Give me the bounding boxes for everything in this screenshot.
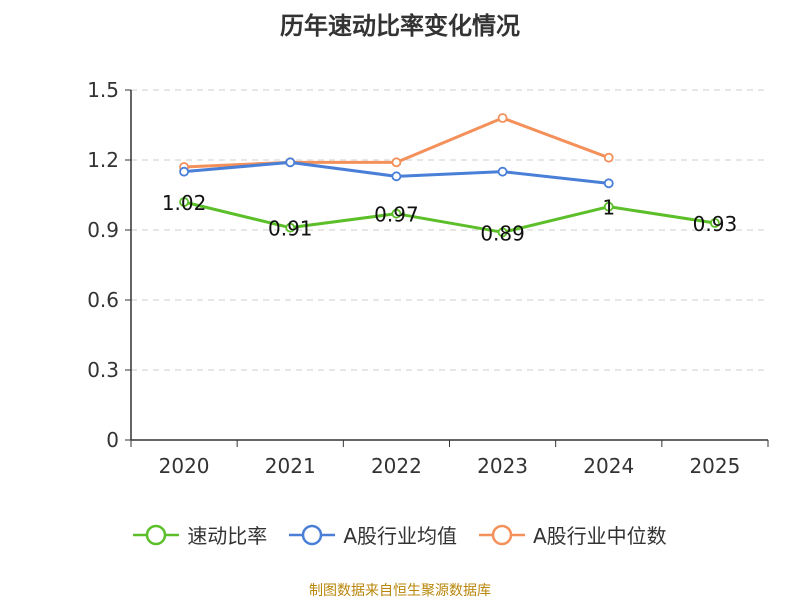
data-point-2	[603, 152, 614, 163]
y-tick-label: 1.5	[87, 78, 119, 102]
data-point-2	[391, 157, 402, 168]
legend-swatch-quick-ratio	[133, 524, 180, 545]
data-point-1	[285, 157, 296, 168]
x-tick-label: 2024	[583, 454, 634, 478]
data-point-0	[603, 201, 614, 212]
data-point-0	[710, 218, 720, 228]
y-tick-label: 1.2	[87, 148, 119, 172]
legend-swatch-industry-mean	[289, 524, 336, 545]
data-point-1	[497, 166, 508, 177]
y-tick-label: 0.6	[87, 288, 119, 312]
data-label: 0.93	[693, 212, 738, 236]
data-label: 1.02	[162, 191, 207, 215]
legend-label-industry-median: A股行业中位数	[533, 524, 667, 548]
data-point-0	[497, 227, 508, 238]
x-tick-label: 2025	[689, 454, 740, 478]
data-point-1	[603, 178, 614, 189]
series-line-0	[183, 200, 716, 234]
data-point-0	[285, 222, 296, 233]
data-point-0	[179, 197, 189, 207]
data-point-1	[179, 166, 189, 177]
data-label: 0.91	[268, 217, 313, 241]
legend-swatch-industry-median	[479, 524, 525, 545]
legend-label-industry-mean: A股行业均值	[343, 524, 457, 548]
chart-title: 历年速动比率变化情况	[280, 12, 520, 40]
legend-label-quick-ratio: 速动比率	[187, 524, 268, 548]
data-label: 1	[602, 196, 615, 220]
x-tick-label: 2022	[371, 454, 422, 478]
data-point-0	[391, 208, 402, 219]
x-tick-label: 2021	[265, 454, 316, 478]
data-point-1	[391, 171, 402, 182]
data-point-2	[497, 113, 508, 123]
x-tick-label: 2020	[159, 454, 210, 478]
y-tick-label: 0.3	[87, 358, 119, 382]
x-tick-label: 2023	[477, 454, 528, 478]
legend-item-quick-ratio[interactable]: 速动比率	[133, 520, 267, 549]
y-tick-label: 0.9	[87, 218, 119, 242]
y-tick-label: 0	[106, 428, 119, 452]
data-label: 0.89	[480, 221, 525, 245]
data-source-note: 制图数据来自恒生聚源数据库	[309, 583, 491, 599]
data-label: 0.97	[374, 203, 419, 227]
legend-item-industry-median[interactable]: A股行业中位数	[479, 520, 667, 549]
chart-legend: 速动比率 A股行业均值 A股行业中位数	[0, 520, 800, 549]
legend-item-industry-mean[interactable]: A股行业均值	[289, 520, 457, 549]
